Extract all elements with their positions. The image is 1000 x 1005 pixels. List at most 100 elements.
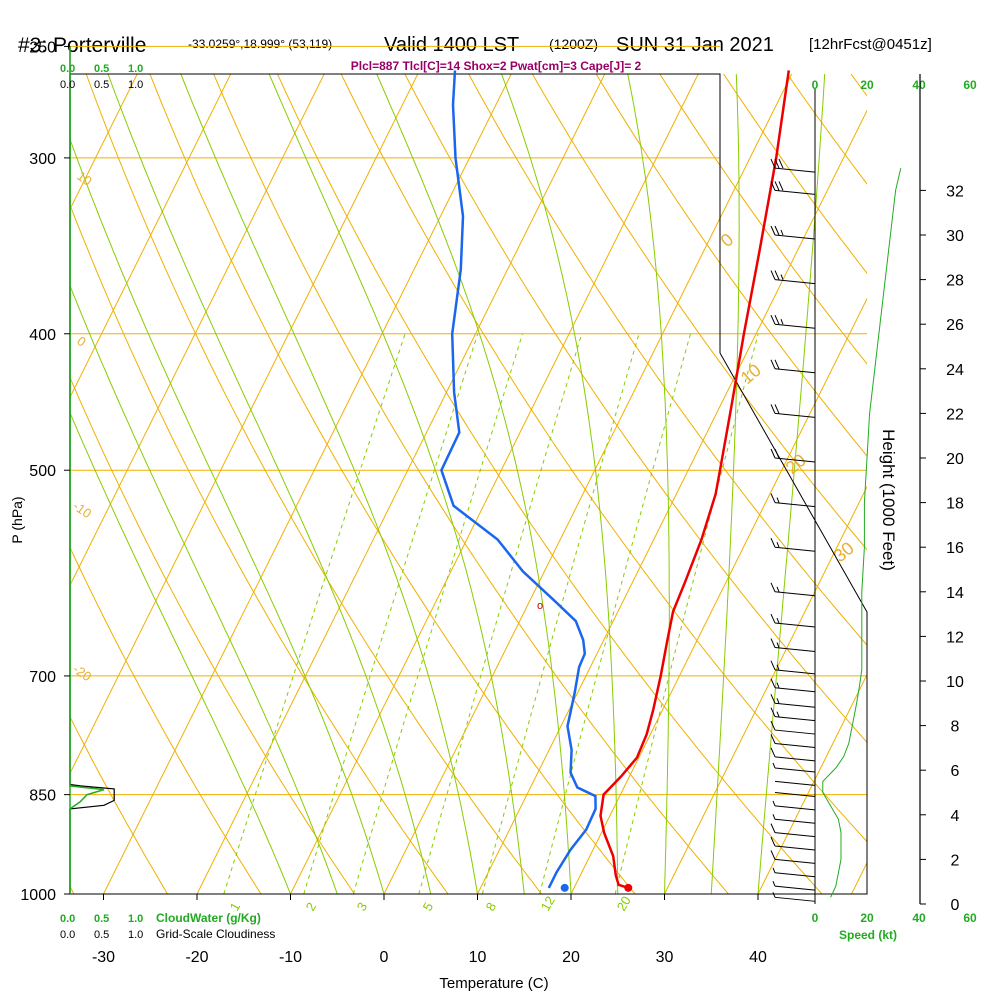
pressure-tick-label: 1000 [20,887,56,904]
cloudiness-scale-bottom-1: 1.0 [128,929,143,941]
pressure-tick-label: 500 [29,463,56,480]
wind-barb-half-flag [777,498,779,503]
speed-top-0: 0 [812,78,819,92]
mixing-ratio-line [419,334,582,894]
pressure-axis-title: P (hPa) [9,496,25,543]
wind-barb-flag [779,181,783,190]
wind-barb [771,583,815,596]
wind-barb-flag [775,404,779,413]
wind-barb [771,679,815,692]
wind-barb [773,868,815,877]
mixing-ratio-lines [224,334,758,894]
wind-barb [771,850,815,863]
wind-barb-shaft [775,859,815,863]
wind-barb-flag [771,679,775,688]
isotherm [852,46,1000,894]
wind-barb-half-flag [773,814,775,819]
wind-barb-shaft [775,886,815,890]
wind-barb-half-flag [773,892,775,897]
temperature-tick-label: -20 [185,949,208,966]
mixing-ratio-line [482,334,639,894]
wind-barb-flag [779,159,783,168]
wind-barb [771,824,815,837]
temperature-tick-label: 20 [562,949,580,966]
wind-barb-flag [771,748,775,757]
mixing-ratio-label: 20 [614,893,634,913]
cloud-scale-bottom: 0.0 0.5 1.0 CloudWater (g/Kg) 0.0 0.5 1.… [60,911,275,941]
plot-frame [70,74,867,894]
wind-barb-shaft [775,324,815,328]
temperature-tick-label: 10 [469,949,487,966]
wind-barb-shaft [775,688,815,692]
wind-barb [771,159,815,172]
wind-barb-shaft [775,730,815,734]
pressure-tick-label: 700 [29,669,56,686]
mixing-ratio-line [540,334,691,894]
wind-barb-half-flag [781,319,783,324]
wind-barb-shaft [775,806,815,810]
wind-barb-flag [775,315,779,324]
wind-barb [775,781,815,785]
height-tick-label: 0 [951,897,960,914]
wind-barb-shaft [775,592,815,596]
cloudiness-scale-top-05: 0.5 [94,79,109,91]
speed-scale-bottom: 0 20 40 60 Speed (kt) [812,911,977,942]
wind-barb-half-flag [773,881,775,886]
height-tick-label: 28 [946,273,964,290]
wind-barb-flag [771,315,775,324]
speed-bottom-40: 40 [912,911,926,925]
wind-barb-flag [771,614,775,623]
temperature-tick-label: 40 [749,949,767,966]
wind-barb [771,639,815,652]
adiabat-label: 0 [74,333,89,349]
wind-barb [771,748,815,761]
mixing-ratio-label: 3 [354,900,371,914]
wind-barb-flag [771,404,775,413]
wind-barb-shaft [775,503,815,507]
wind-barb-flag [771,639,775,648]
temperature-tick-label: -10 [279,949,302,966]
height-tick-label: 26 [946,317,964,334]
speed-bottom-0: 0 [812,911,819,925]
wind-barb-half-flag [773,868,775,873]
cloud-scale-top-1: 1.0 [128,63,143,75]
cloudiness-scale-bottom-0: 0.0 [60,929,75,941]
adiabat-label: -10 [70,498,94,521]
cloud-scale-bottom-0: 0.0 [60,913,75,925]
height-tick-label: 32 [946,183,964,200]
wind-barb-half-flag [777,683,779,688]
speed-bottom-60: 60 [963,911,977,925]
height-tick-label: 12 [946,629,964,646]
mixing-ratio-label: 2 [303,900,320,914]
height-tick-label: 16 [946,540,964,557]
wind-barb-flag [771,538,775,547]
height-tick-label: 22 [946,406,964,423]
wind-barb-flag [775,360,779,369]
wind-barb-shaft [775,235,815,239]
wind-barb-shaft [775,369,815,373]
wind-barb-half-flag [773,801,775,806]
height-tick-label: 14 [946,585,964,602]
wind-barbs [771,159,815,901]
isobar-grid [70,46,867,894]
pressure-tick-label: 850 [29,788,56,805]
wind-barb-flag [771,661,775,670]
pressure-tick-label: 250 [29,39,56,56]
height-tick-label: 6 [951,763,960,780]
wind-barb [773,763,815,772]
speed-top-20: 20 [860,78,874,92]
height-tick-label: 24 [946,362,964,379]
wind-barb-shaft [775,781,815,785]
lcl-marker: o [537,600,543,612]
temperature-tick-label: 0 [380,949,389,966]
cloudiness-legend: Grid-Scale Cloudiness [156,927,275,941]
wind-barb-shaft [775,897,815,901]
wind-barb-shaft [775,648,815,652]
mixing-ratio-label: 8 [483,900,500,914]
cloudiness-scale-bottom-05: 0.5 [94,929,109,941]
adiabat-label: 30 [830,538,858,566]
wind-barb-half-flag [773,763,775,768]
wind-barb-shaft [775,547,815,551]
